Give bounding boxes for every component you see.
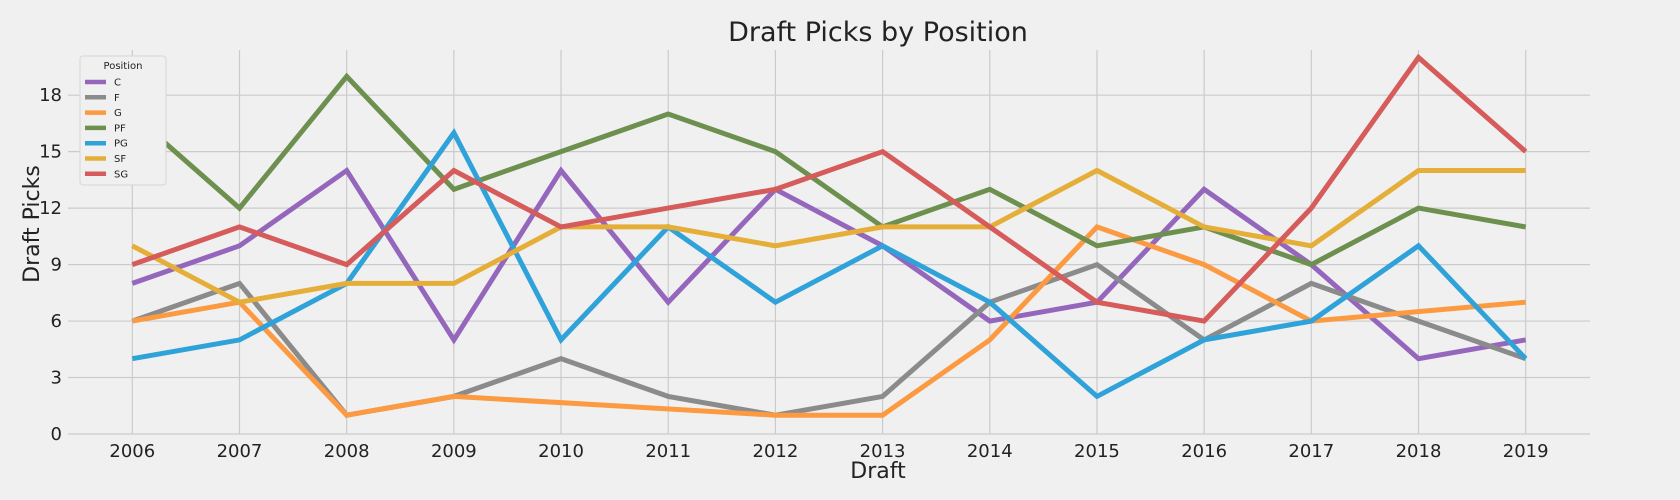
series-line-sf xyxy=(131,167,1526,305)
legend-label: C xyxy=(114,78,121,89)
series-line-c xyxy=(131,166,1527,362)
legend-label: G xyxy=(114,108,122,119)
x-tick-label: 2006 xyxy=(109,441,155,462)
series-lines xyxy=(130,53,1528,418)
x-tick-label: 2017 xyxy=(1288,441,1334,462)
legend-box xyxy=(79,55,167,186)
x-tick-label: 2009 xyxy=(431,441,477,462)
y-axis-ticks: 0 3 6 9 12 15 18 xyxy=(39,85,62,445)
y-axis-label: Draft Picks xyxy=(20,165,45,283)
y-tick-label: 18 xyxy=(39,85,62,106)
legend-label: PF xyxy=(114,123,126,134)
x-tick-label: 2015 xyxy=(1074,441,1120,462)
x-tick-label: 2012 xyxy=(753,441,799,462)
series-line-pg xyxy=(131,128,1528,400)
chart-title: Draft Picks by Position xyxy=(728,17,1028,48)
legend-label: PG xyxy=(114,139,128,150)
x-tick-label: 2013 xyxy=(860,441,906,462)
y-tick-label: 9 xyxy=(51,255,62,276)
x-tick-label: 2011 xyxy=(645,441,691,462)
legend-label: SG xyxy=(114,169,128,180)
x-axis-ticks: 2006 2007 2008 2009 2010 2011 2012 2013 2014 2015… xyxy=(109,441,1548,462)
series-line-pf xyxy=(130,72,1527,268)
x-tick-label: 2010 xyxy=(538,441,584,462)
y-tick-label: 0 xyxy=(51,424,62,445)
y-tick-label: 15 xyxy=(39,142,62,163)
legend-items: CFG PF PG SF SG xyxy=(85,78,128,180)
x-tick-label: 2014 xyxy=(967,441,1013,462)
x-tick-label: 2008 xyxy=(324,441,370,462)
legend: Position CFG PF PG SF SG xyxy=(79,55,167,186)
x-tick-label: 2016 xyxy=(1181,441,1227,462)
legend-label: SF xyxy=(114,154,126,165)
x-axis-label: Draft xyxy=(850,459,906,484)
y-tick-label: 6 xyxy=(51,311,62,332)
y-tick-label: 12 xyxy=(39,198,62,219)
series-line-sg xyxy=(131,53,1528,324)
x-tick-label: 2018 xyxy=(1396,441,1442,462)
x-tick-label: 2019 xyxy=(1503,441,1549,462)
legend-label: F xyxy=(114,93,120,104)
y-tick-label: 3 xyxy=(51,368,62,389)
legend-title: Position xyxy=(104,61,143,72)
x-tick-label: 2007 xyxy=(217,441,263,462)
